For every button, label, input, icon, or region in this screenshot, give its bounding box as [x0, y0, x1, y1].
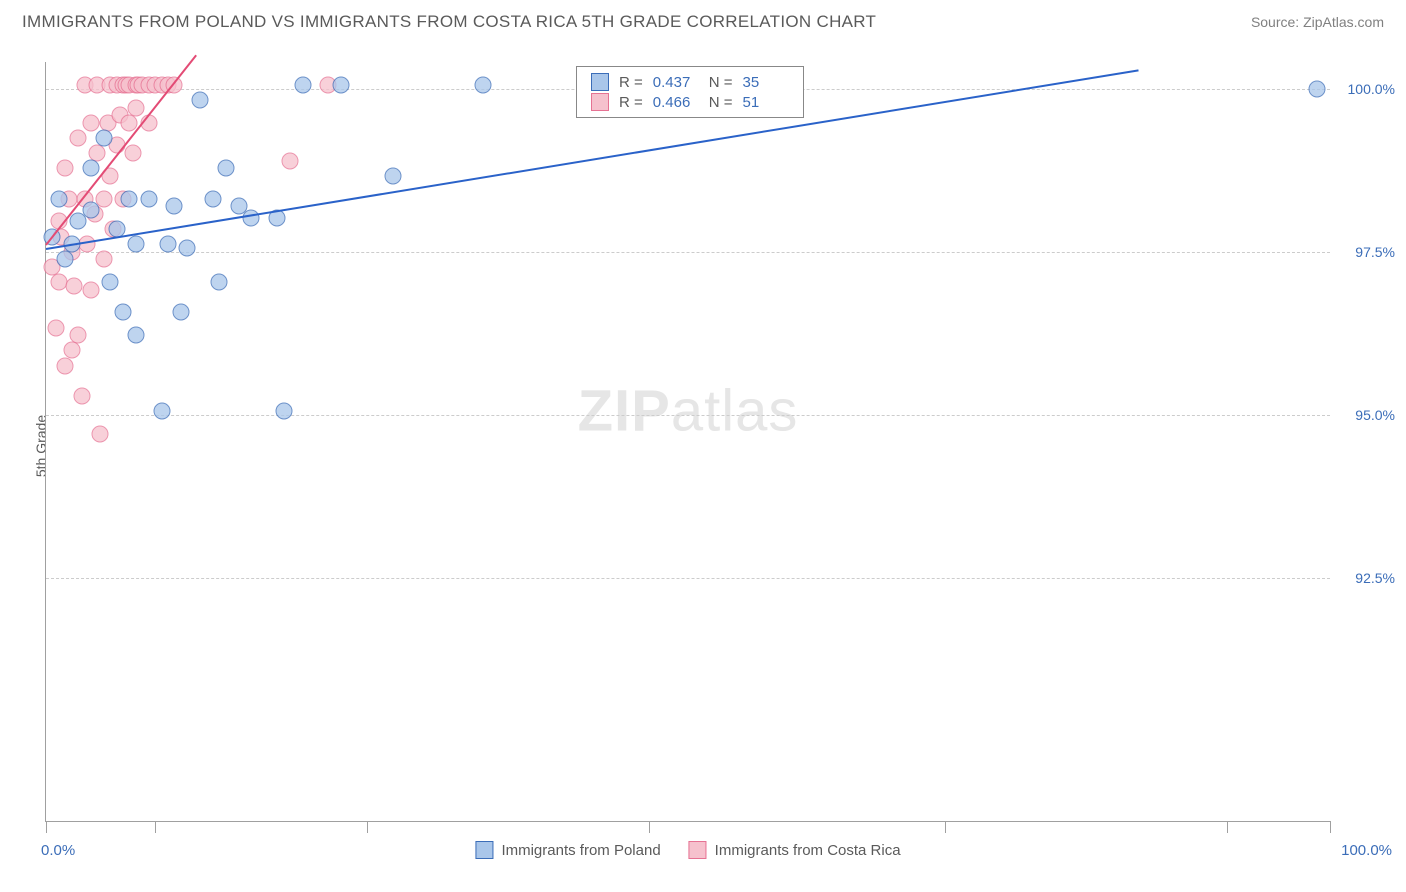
scatter-point — [102, 274, 119, 291]
scatter-point — [73, 387, 90, 404]
legend: Immigrants from Poland Immigrants from C… — [475, 841, 900, 859]
x-tick — [367, 821, 368, 833]
scatter-point — [384, 167, 401, 184]
scatter-point — [127, 236, 144, 253]
watermark: ZIPatlas — [578, 378, 799, 445]
blue-stat-row: R = 0.437 N = 35 — [591, 73, 789, 91]
gridline — [46, 415, 1330, 416]
scatter-point — [153, 403, 170, 420]
legend-pink: Immigrants from Costa Rica — [689, 841, 901, 859]
gridline — [46, 252, 1330, 253]
scatter-point — [204, 190, 221, 207]
scatter-point — [70, 327, 87, 344]
scatter-point — [50, 274, 67, 291]
r-label: R = — [619, 74, 643, 91]
watermark-atlas: atlas — [671, 379, 799, 444]
pink-stat-row: R = 0.466 N = 51 — [591, 93, 789, 111]
scatter-point — [50, 190, 67, 207]
scatter-point — [82, 160, 99, 177]
scatter-point — [57, 357, 74, 374]
x-tick — [945, 821, 946, 833]
scatter-point — [63, 342, 80, 359]
scatter-point — [243, 209, 260, 226]
r-label: R = — [619, 94, 643, 111]
pink-swatch-icon — [591, 93, 609, 111]
scatter-point — [179, 239, 196, 256]
scatter-point — [91, 425, 108, 442]
scatter-point — [82, 114, 99, 131]
n-label: N = — [709, 94, 733, 111]
scatter-point — [192, 91, 209, 108]
x-axis-max-label: 100.0% — [1341, 842, 1392, 859]
y-tick-label: 95.0% — [1340, 407, 1395, 423]
scatter-point — [127, 99, 144, 116]
chart-title: IMMIGRANTS FROM POLAND VS IMMIGRANTS FRO… — [22, 12, 876, 32]
scatter-point — [1309, 80, 1326, 97]
scatter-point — [159, 236, 176, 253]
blue-n-value: 35 — [743, 74, 789, 91]
scatter-point — [166, 198, 183, 215]
pink-swatch-icon — [689, 841, 707, 859]
x-tick — [1227, 821, 1228, 833]
x-tick — [155, 821, 156, 833]
scatter-point — [217, 160, 234, 177]
pink-r-value: 0.466 — [653, 94, 699, 111]
correlation-stats-box: R = 0.437 N = 35 R = 0.466 N = 51 — [576, 66, 804, 118]
chart-plot-area: ZIPatlas 100.0%97.5%95.0%92.5% R = 0.437… — [45, 62, 1330, 822]
scatter-point — [281, 152, 298, 169]
legend-pink-label: Immigrants from Costa Rica — [715, 842, 901, 859]
scatter-point — [82, 281, 99, 298]
scatter-point — [95, 129, 112, 146]
x-tick — [649, 821, 650, 833]
scatter-point — [121, 190, 138, 207]
x-tick — [46, 821, 47, 833]
scatter-point — [70, 129, 87, 146]
scatter-point — [57, 251, 74, 268]
gridline — [46, 578, 1330, 579]
scatter-point — [140, 190, 157, 207]
scatter-point — [115, 304, 132, 321]
scatter-point — [57, 160, 74, 177]
source-attribution: Source: ZipAtlas.com — [1251, 14, 1384, 30]
y-tick-label: 92.5% — [1340, 570, 1395, 586]
y-tick-label: 97.5% — [1340, 244, 1395, 260]
blue-r-value: 0.437 — [653, 74, 699, 91]
scatter-point — [48, 319, 65, 336]
scatter-point — [294, 76, 311, 93]
scatter-point — [82, 202, 99, 219]
x-tick — [1330, 821, 1331, 833]
scatter-point — [127, 327, 144, 344]
scatter-point — [275, 403, 292, 420]
scatter-point — [66, 277, 83, 294]
y-tick-label: 100.0% — [1340, 81, 1395, 97]
scatter-point — [95, 251, 112, 268]
x-axis-min-label: 0.0% — [41, 842, 75, 859]
pink-n-value: 51 — [743, 94, 789, 111]
scatter-point — [211, 274, 228, 291]
scatter-point — [125, 145, 142, 162]
scatter-point — [172, 304, 189, 321]
blue-swatch-icon — [475, 841, 493, 859]
n-label: N = — [709, 74, 733, 91]
watermark-zip: ZIP — [578, 379, 671, 444]
legend-blue-label: Immigrants from Poland — [501, 842, 660, 859]
scatter-point — [333, 76, 350, 93]
scatter-point — [474, 76, 491, 93]
blue-swatch-icon — [591, 73, 609, 91]
legend-blue: Immigrants from Poland — [475, 841, 660, 859]
